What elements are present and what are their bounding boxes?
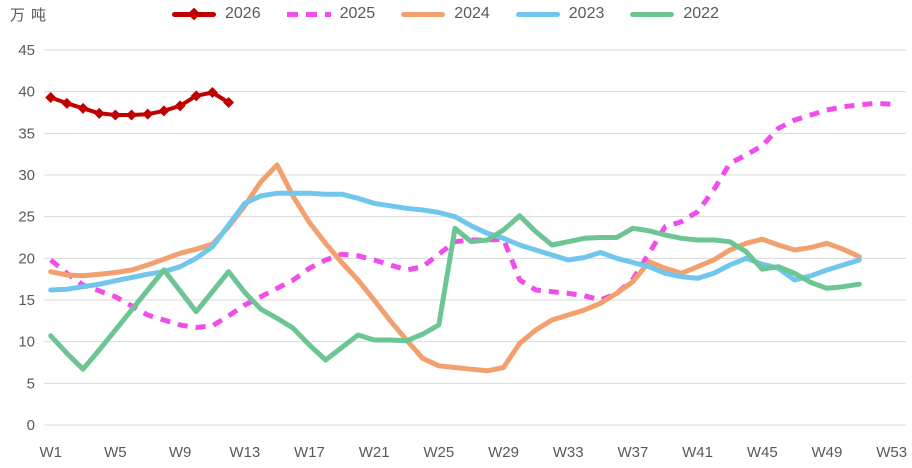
legend-item-2026: 2026 [172, 5, 261, 23]
y-tick-label: 15 [18, 292, 35, 309]
series-2025-line [49, 100, 892, 330]
series-2026-marker [158, 105, 170, 117]
series-2022-line [48, 213, 862, 372]
x-tick-label: W29 [488, 444, 519, 461]
x-tick-label: W5 [104, 444, 127, 461]
legend-swatch-2022 [630, 11, 675, 17]
x-tick-label: W21 [359, 444, 390, 461]
x-tick-label: W9 [169, 444, 192, 461]
x-axis-tick-labels: W1 W5 W9 W13 W17 W21 W25 W29 W33 W37 W41 W45 W49 W53 [39, 444, 907, 461]
series-2023 [48, 190, 862, 293]
y-tick-label: 45 [18, 42, 35, 59]
x-tick-label: W17 [294, 444, 325, 461]
chart-legend: 2026 2025 2024 2023 2022 [172, 5, 719, 23]
legend-item-2025: 2025 [286, 5, 376, 23]
series-2026 [45, 87, 235, 121]
series-2026-marker [61, 97, 73, 109]
legend-label: 2023 [568, 5, 605, 22]
series-2026-marker [142, 108, 154, 120]
legend-item-2023: 2023 [515, 5, 605, 23]
series-2024-line [48, 162, 862, 374]
legend-diamond-marker [187, 7, 201, 21]
legend-label: 2024 [454, 5, 490, 22]
series-2026-line [48, 90, 231, 117]
legend-label: 2025 [339, 5, 376, 22]
x-tick-label: W53 [876, 444, 907, 461]
y-axis-tick-labels: 0 5 10 15 20 25 30 35 40 45 [18, 42, 35, 434]
series-2026-marker [93, 107, 105, 119]
x-tick-label: W41 [682, 444, 713, 461]
series-2024 [48, 162, 862, 374]
y-tick-label: 40 [18, 84, 35, 101]
series-2026-marker [223, 97, 235, 108]
series-2026-marker [190, 90, 202, 102]
legend-label: 2026 [225, 5, 261, 22]
x-tick-label: W13 [229, 444, 260, 461]
y-tick-label: 0 [27, 417, 35, 434]
y-tick-label: 25 [18, 209, 35, 226]
legend-label: 2022 [683, 5, 719, 22]
series-2026-marker [77, 102, 89, 114]
legend-swatch-2025 [286, 11, 331, 17]
legend-swatch-2026 [172, 7, 216, 21]
series-2022 [48, 213, 862, 372]
series-2023-line [48, 190, 862, 293]
y-tick-label: 35 [18, 125, 35, 142]
x-tick-label: W37 [617, 444, 648, 461]
legend-swatch-2023 [515, 11, 560, 17]
series-2026-marker [206, 87, 218, 98]
series-2026-marker [126, 109, 138, 121]
legend-item-2024: 2024 [401, 5, 490, 23]
x-tick-label: W49 [812, 444, 843, 461]
y-tick-label: 20 [18, 250, 35, 267]
y-tick-label: 10 [18, 334, 35, 351]
series-2026-marker [109, 109, 121, 121]
series-2025 [49, 100, 892, 330]
y-tick-label: 30 [18, 167, 35, 184]
y-axis-title: 万吨 [10, 7, 53, 24]
series-2026-marker [45, 92, 57, 103]
legend-item-2022: 2022 [630, 5, 719, 23]
x-tick-label: W25 [423, 444, 454, 461]
legend-swatch-2024 [401, 11, 446, 17]
series-2026-marker [174, 100, 186, 112]
y-tick-label: 5 [27, 375, 35, 392]
x-tick-label: W33 [553, 444, 584, 461]
x-tick-label: W1 [39, 444, 62, 461]
x-tick-label: W45 [747, 444, 778, 461]
